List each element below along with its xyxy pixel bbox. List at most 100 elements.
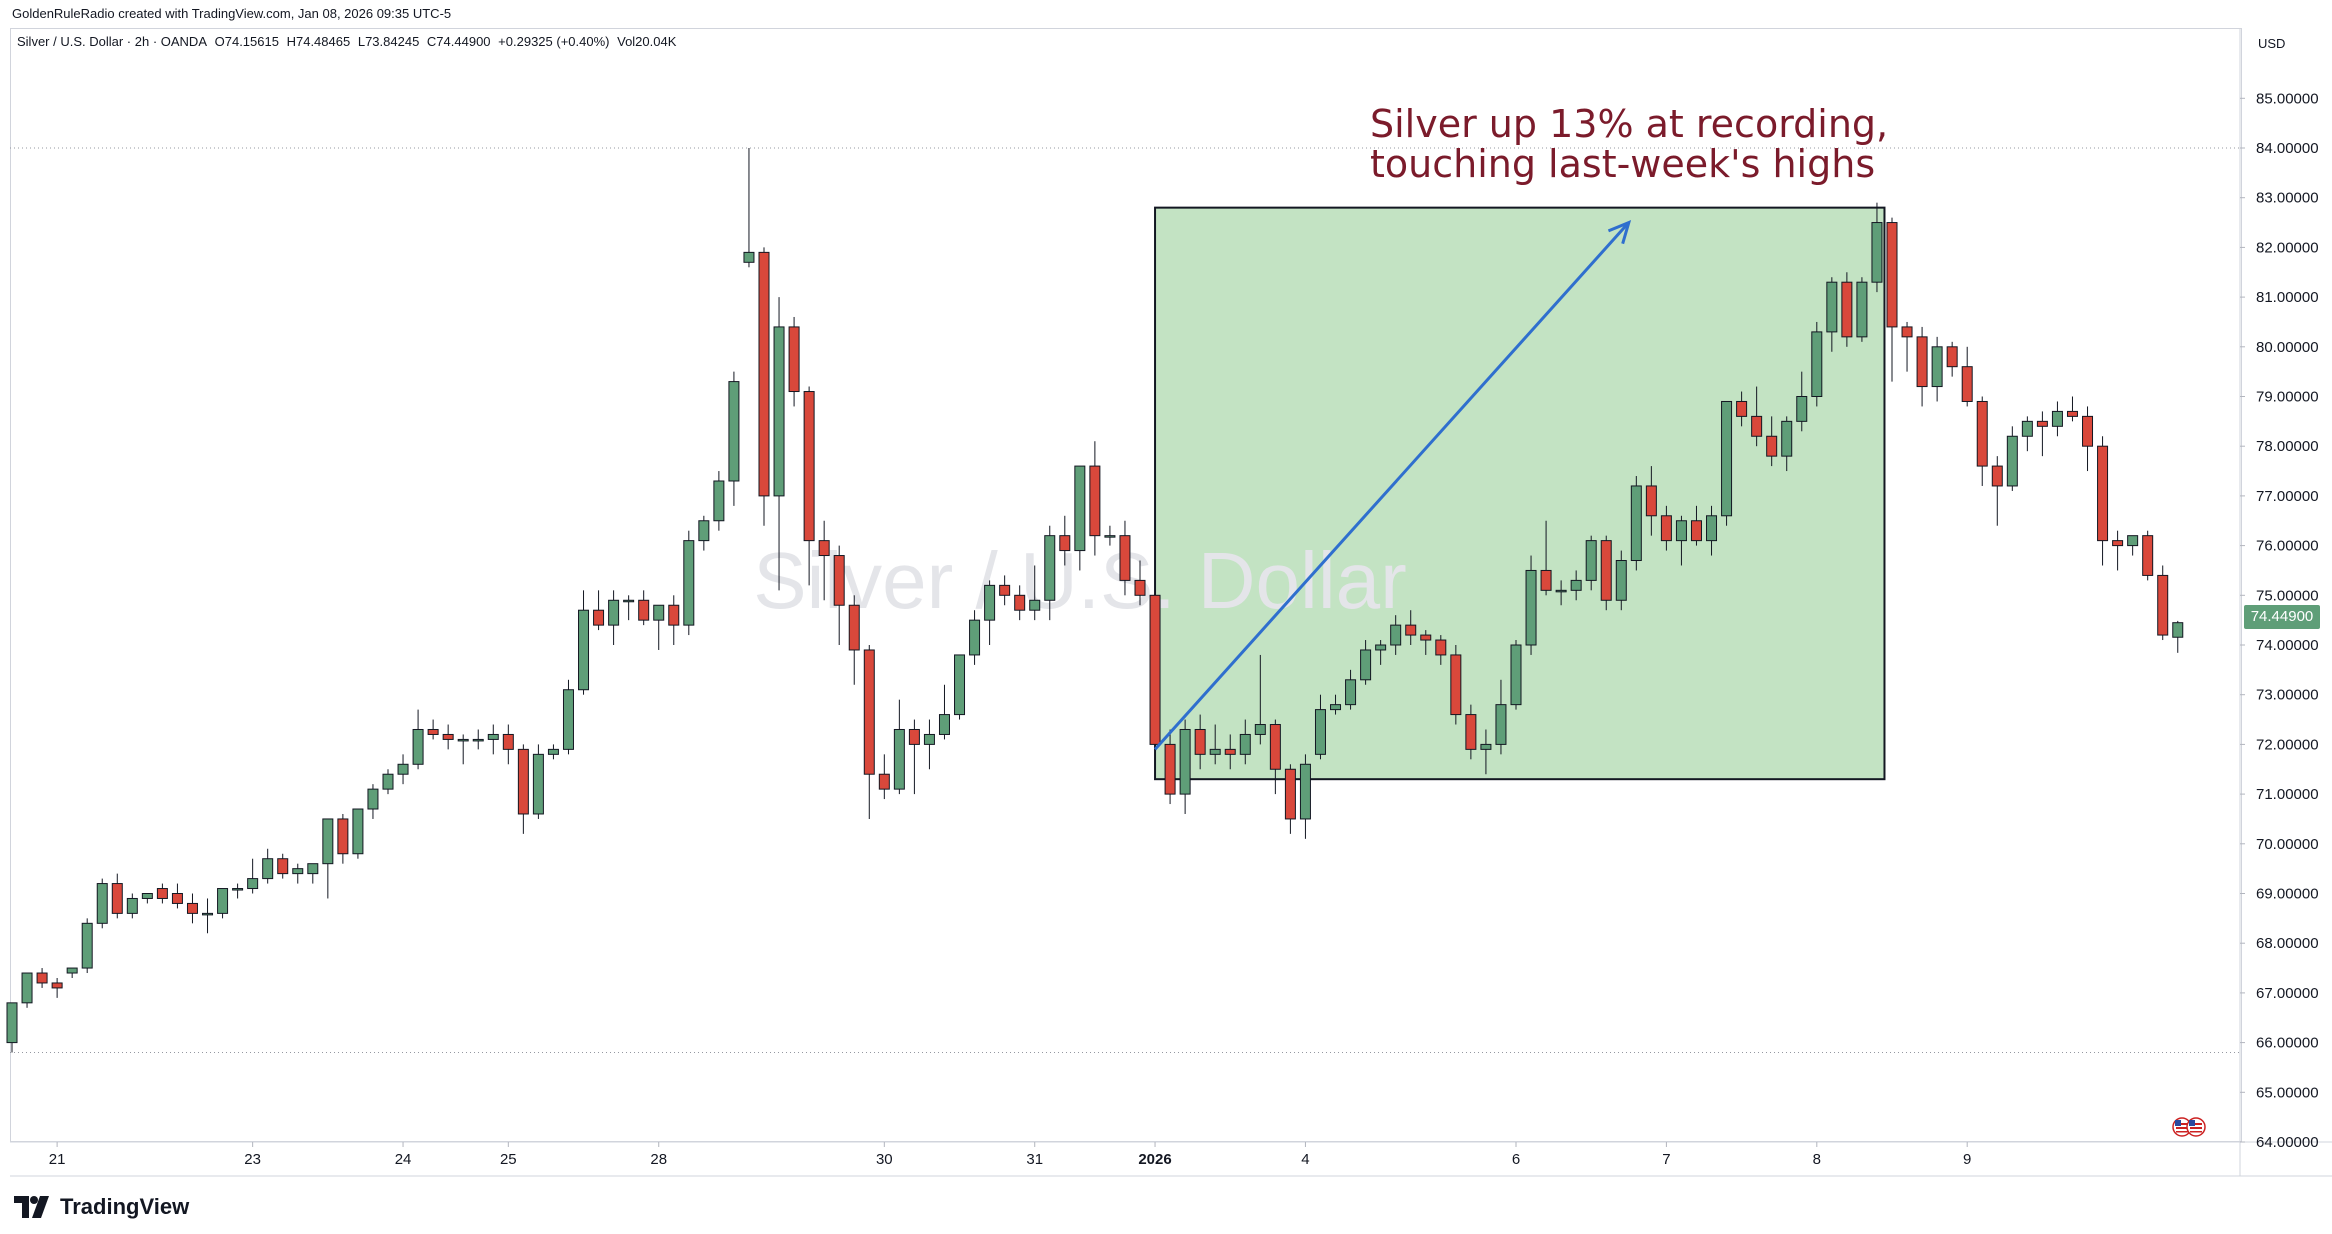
- candle-body: [788, 326, 800, 393]
- candle: [1465, 704, 1477, 760]
- candle: [1931, 336, 1943, 402]
- candle-body: [337, 818, 349, 855]
- candle: [1179, 719, 1191, 814]
- candle: [1811, 321, 1823, 407]
- candle: [728, 371, 740, 506]
- candle-body: [1781, 420, 1793, 457]
- y-tick-label: 70.00000: [2256, 836, 2319, 853]
- candle: [202, 898, 214, 934]
- candle: [1405, 610, 1417, 645]
- candle-body: [1149, 594, 1161, 745]
- x-tick-label: 25: [500, 1151, 517, 1168]
- candle: [517, 744, 529, 834]
- candle: [638, 590, 650, 626]
- candle-body: [412, 728, 424, 765]
- candle: [427, 719, 439, 740]
- candle-body: [728, 381, 740, 482]
- high-value: H74.48465: [286, 34, 351, 49]
- candle: [969, 610, 981, 665]
- candle-body: [1931, 346, 1943, 388]
- candle-body: [1766, 435, 1778, 457]
- flag-icon[interactable]: [2170, 1116, 2208, 1138]
- candle: [502, 724, 514, 765]
- candle: [923, 719, 935, 770]
- candle: [908, 719, 920, 795]
- candle: [1390, 615, 1402, 655]
- y-tick-label: 69.00000: [2256, 886, 2319, 903]
- y-tick-label: 74.00000: [2256, 637, 2319, 654]
- candle-body: [683, 540, 695, 626]
- candle-body: [1495, 704, 1507, 745]
- x-tick-label: 21: [49, 1151, 66, 1168]
- candle: [848, 595, 860, 685]
- candle: [532, 744, 544, 819]
- y-tick-label: 71.00000: [2256, 786, 2319, 803]
- candle: [1164, 729, 1176, 805]
- candle-body: [2097, 445, 2109, 542]
- candle-body: [1961, 366, 1973, 402]
- candle-body: [1179, 728, 1191, 795]
- candle-body: [954, 654, 966, 716]
- candle-body: [863, 649, 875, 775]
- y-tick-label: 66.00000: [2256, 1035, 2319, 1052]
- y-tick-label: 83.00000: [2256, 190, 2319, 207]
- candle-body: [578, 609, 590, 691]
- low-value: L73.84245: [357, 34, 420, 49]
- candle-body: [397, 763, 409, 775]
- candle: [1781, 416, 1793, 472]
- candle-body: [1089, 465, 1101, 537]
- candle: [623, 595, 635, 621]
- y-tick-label: 75.00000: [2256, 587, 2319, 604]
- candle: [1721, 400, 1733, 526]
- candle: [367, 784, 379, 819]
- currency-label[interactable]: USD: [2258, 36, 2286, 51]
- candle: [1360, 640, 1372, 685]
- candle-body: [638, 599, 650, 621]
- candle-body: [141, 893, 153, 899]
- candle: [1916, 326, 1928, 407]
- candle-body: [1360, 649, 1372, 681]
- candle: [698, 515, 710, 551]
- candle: [1991, 456, 2003, 526]
- candle: [2172, 620, 2184, 653]
- candle-body: [96, 883, 108, 924]
- tradingview-logo[interactable]: TradingView: [14, 1194, 189, 1220]
- candle: [1059, 515, 1071, 566]
- candle: [96, 878, 108, 929]
- candle-body: [1886, 222, 1898, 328]
- candle-body: [1796, 396, 1808, 422]
- candle-body: [1615, 560, 1627, 601]
- candle: [382, 769, 394, 795]
- candle: [878, 754, 890, 800]
- candle-body: [171, 893, 183, 904]
- symbol-name: Silver / U.S. Dollar · 2h · OANDA: [17, 34, 207, 49]
- candle: [608, 590, 620, 645]
- candle-body: [1480, 743, 1492, 750]
- candle: [562, 679, 574, 755]
- candle: [1134, 560, 1146, 606]
- symbol-legend: Silver / U.S. Dollar · 2h · OANDA O74.15…: [17, 34, 680, 49]
- candle-body: [262, 858, 274, 880]
- candle: [984, 580, 996, 645]
- candle: [803, 386, 815, 586]
- candle: [171, 883, 183, 909]
- candle: [743, 148, 755, 268]
- candle-body: [427, 728, 439, 735]
- candle-body: [1721, 400, 1733, 517]
- y-tick-label: 65.00000: [2256, 1084, 2319, 1101]
- y-tick-label: 72.00000: [2256, 736, 2319, 753]
- candle: [141, 893, 153, 904]
- candle-body: [999, 584, 1011, 596]
- candle: [2157, 565, 2169, 641]
- candle-body: [1269, 724, 1281, 770]
- y-tick-label: 76.00000: [2256, 538, 2319, 555]
- candle-body: [1345, 679, 1357, 706]
- candle: [1209, 724, 1221, 765]
- candle-body: [1976, 400, 1988, 467]
- candle-body: [969, 619, 981, 656]
- candle-body: [1811, 331, 1823, 398]
- candle: [1660, 505, 1672, 551]
- candle-body: [1841, 281, 1853, 338]
- candle-body: [202, 912, 214, 916]
